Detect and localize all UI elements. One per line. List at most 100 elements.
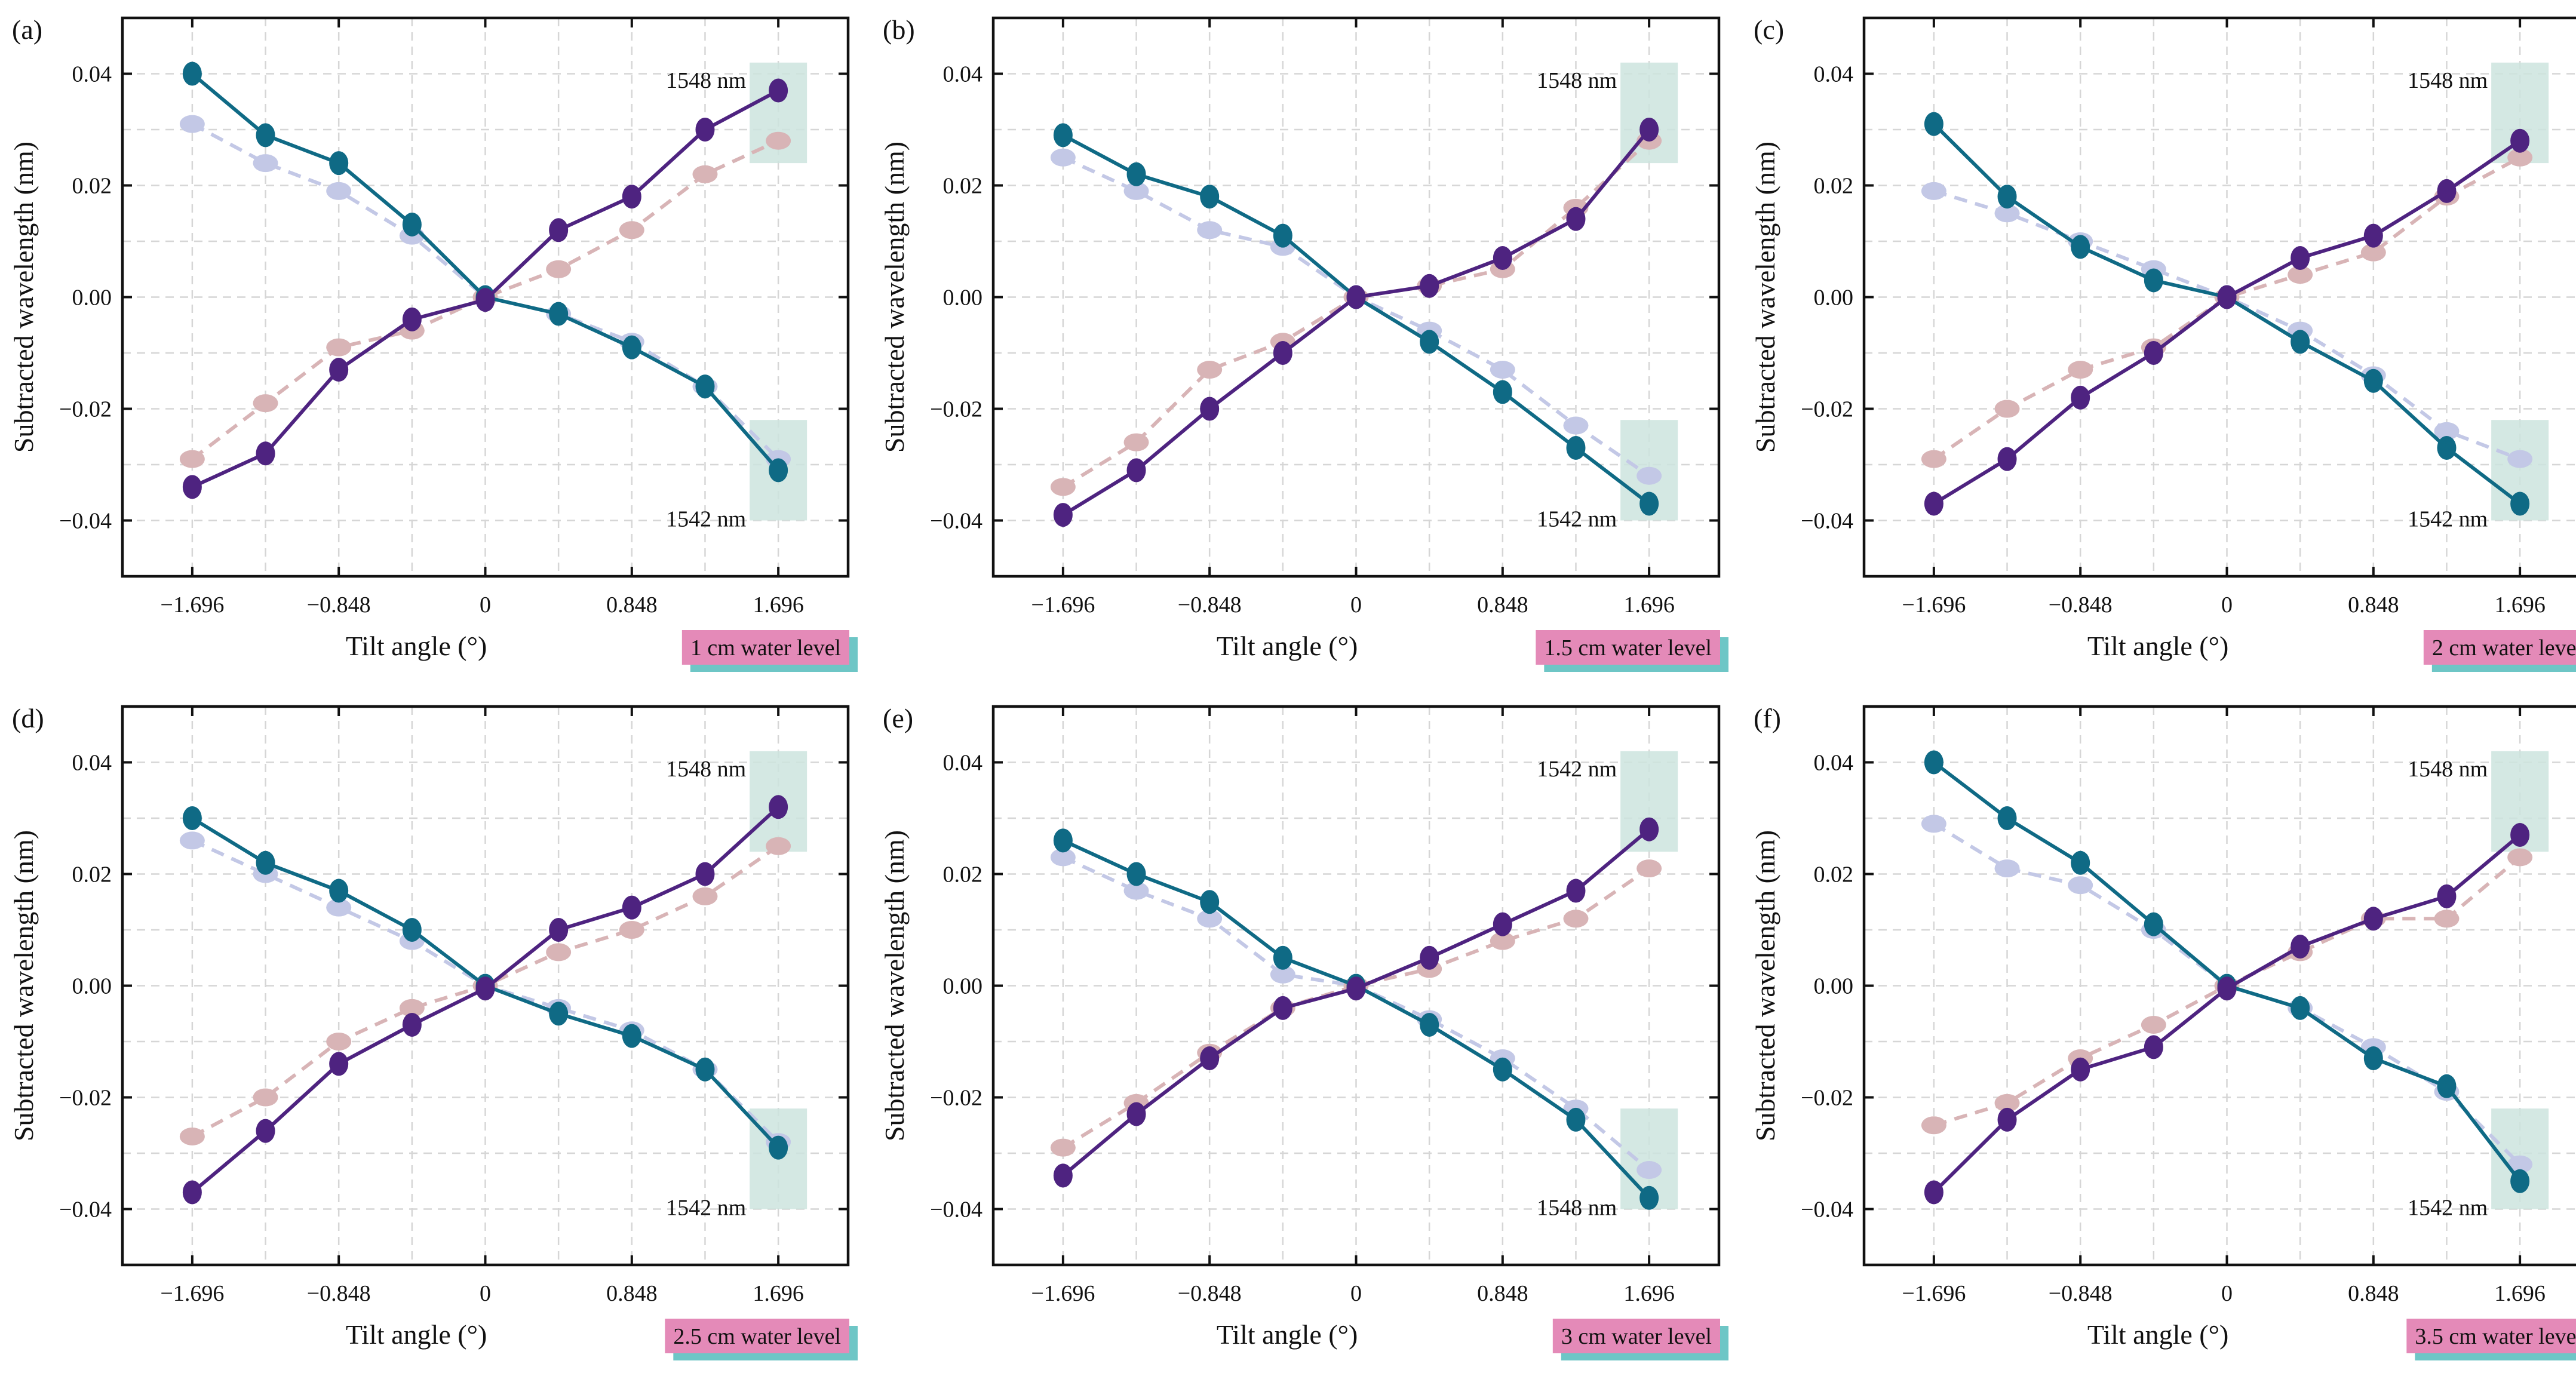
data-point (326, 1033, 352, 1051)
data-point (253, 154, 278, 173)
data-point (1420, 330, 1439, 354)
data-point (1994, 1094, 2020, 1112)
data-point (546, 260, 572, 278)
x-tick-label: 0 (2221, 1281, 2233, 1306)
data-point (2144, 1035, 2163, 1059)
water-level-text: 3 cm water level (1561, 1324, 1712, 1349)
badge-background (2423, 630, 2576, 665)
y-tick-label: 0.04 (72, 751, 112, 776)
y-tick-label: −0.04 (59, 509, 112, 534)
annotation-top: 1548 nm (666, 68, 746, 93)
data-point (2144, 268, 2163, 293)
data-point (1273, 945, 1292, 970)
data-point (179, 450, 205, 468)
y-tick-label: 0.02 (1814, 862, 1854, 887)
y-tick-label: 0.04 (943, 751, 983, 776)
y-tick-label: −0.02 (930, 1086, 982, 1111)
data-point (1994, 204, 2020, 223)
data-point (402, 307, 422, 331)
data-point (549, 218, 569, 242)
data-point (2291, 246, 2310, 271)
data-point (2217, 976, 2237, 1001)
badge-background (681, 630, 849, 665)
ticks: −1.696 −0.848 0 0.848 1.696 −0.04 −0.02 0.00 0.0… (59, 18, 848, 618)
data-point (1997, 447, 2017, 471)
panel-label: (e) (883, 703, 913, 733)
y-tick-label: 0.00 (1814, 285, 1854, 311)
data-point (1924, 112, 1943, 136)
data-point (1924, 750, 1943, 775)
data-point (2507, 148, 2533, 167)
data-point (179, 115, 205, 133)
series-purple-measured (182, 78, 788, 499)
data-point (2363, 368, 2383, 393)
y-tick-label: 0.02 (72, 862, 112, 887)
x-axis-label: Tilt angle (°) (346, 1319, 487, 1350)
x-tick-label: 0.848 (1477, 592, 1528, 618)
series-line-lavender-fit (191, 122, 780, 460)
data-point (2510, 823, 2530, 847)
data-point (1994, 400, 2020, 418)
data-point (1200, 185, 1220, 209)
data-point (1123, 182, 1149, 200)
data-point (1053, 828, 1073, 853)
data-point (2363, 1046, 2383, 1071)
water-level-text: 1.5 cm water level (1544, 635, 1712, 661)
data-point (2437, 435, 2457, 460)
y-tick-label: −0.04 (930, 1197, 982, 1223)
data-point (329, 151, 349, 176)
data-point (695, 118, 715, 142)
data-point (1921, 1116, 1946, 1135)
badge-background (1536, 630, 1720, 665)
data-point (1493, 246, 1512, 271)
x-tick-label: −1.696 (1902, 592, 1966, 618)
data-point (2510, 492, 2530, 516)
x-axis-label: Tilt angle (°) (1217, 631, 1358, 661)
series-purple-measured (1053, 118, 1659, 527)
data-point (1493, 380, 1512, 404)
data-point (2510, 128, 2530, 153)
data-point (1994, 859, 2020, 878)
series-purple-measured (182, 795, 788, 1205)
data-point (1921, 450, 1946, 468)
y-axis-label: Subtracted wavelength (nm) (879, 142, 910, 453)
data-point (1420, 1012, 1439, 1037)
data-point (2437, 179, 2457, 203)
y-tick-label: 0.02 (72, 174, 112, 199)
data-point (2068, 876, 2093, 895)
data-point (1420, 945, 1439, 970)
y-tick-label: −0.04 (930, 509, 982, 534)
x-tick-label: −0.848 (307, 592, 371, 618)
data-point (2434, 422, 2460, 440)
panel-label: (d) (12, 703, 44, 733)
data-point (622, 895, 641, 920)
data-point (619, 221, 644, 239)
data-point (1921, 182, 1946, 200)
badge-background (1552, 1319, 1720, 1353)
data-point (182, 62, 202, 86)
data-point (1924, 492, 1943, 516)
data-point (402, 918, 422, 942)
annotation-bottom: 1542 nm (2408, 1196, 2488, 1221)
data-point (182, 475, 202, 499)
data-point (1126, 862, 1146, 886)
water-level-badge: 2 cm water level (2423, 630, 2576, 672)
annotation-top: 1548 nm (1537, 68, 1617, 93)
data-point (2217, 285, 2237, 309)
data-point (549, 302, 569, 326)
data-point (2363, 907, 2383, 931)
data-point (622, 185, 641, 209)
y-tick-label: 0.04 (943, 62, 983, 87)
water-level-badge: 3.5 cm water level (2406, 1319, 2576, 1360)
series-line-lavender-fit (1933, 822, 2522, 1166)
data-point (2507, 848, 2533, 867)
chart-panel-3: −1.696 −0.848 0 0.848 1.696 −0.04 −0.02 0.00 0.0… (1750, 14, 2576, 672)
water-level-text: 2 cm water level (2432, 635, 2576, 661)
data-point (2141, 1015, 2166, 1034)
data-point (1050, 148, 1076, 167)
chart-panel-5: −1.696 −0.848 0 0.848 1.696 −0.04 −0.02 0.00 0.0… (879, 703, 1728, 1360)
panel-label: (c) (1754, 14, 1784, 45)
data-point (1053, 123, 1073, 148)
data-point (182, 806, 202, 830)
